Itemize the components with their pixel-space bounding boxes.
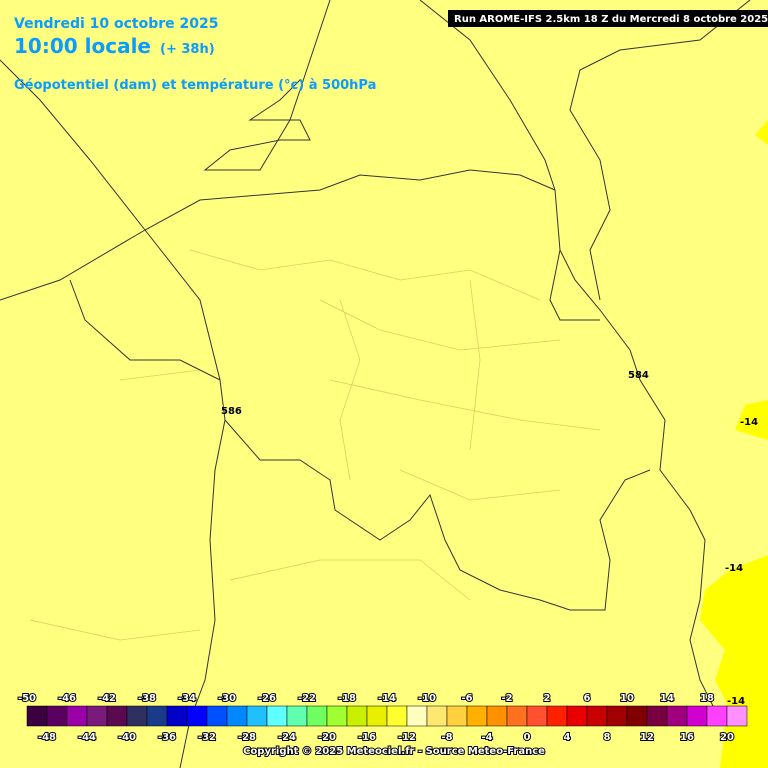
- copyright: Copyright © 2025 Meteociel.fr - Source M…: [243, 746, 545, 757]
- legend-label: 6: [584, 693, 591, 704]
- legend: -50 -46 -42 -38 -34 -30 -26 -22 -18 -14 -10 -6 -2 2 6 1…: [17, 692, 748, 744]
- legend-label: -12: [398, 732, 416, 743]
- legend-swatch: [406, 705, 428, 727]
- legend-swatch: [286, 705, 308, 727]
- legend-label: -32: [198, 732, 216, 743]
- legend-swatch: [686, 705, 708, 727]
- legend-label: 4: [564, 732, 571, 743]
- contour-label: -14: [725, 563, 743, 574]
- legend-swatch: [346, 705, 368, 727]
- contour-label: 584: [628, 370, 649, 381]
- warm-area: [755, 120, 768, 145]
- legend-label: 18: [700, 693, 714, 704]
- legend-label: -20: [318, 732, 336, 743]
- legend-label: -30: [218, 693, 236, 704]
- legend-label: -40: [118, 732, 136, 743]
- legend-label: -24: [278, 732, 296, 743]
- legend-label: 12: [640, 732, 654, 743]
- legend-label: -50: [18, 693, 36, 704]
- legend-swatch: [546, 705, 568, 727]
- legend-swatch: [206, 705, 228, 727]
- minor-border: [29, 249, 601, 641]
- legend-label: -4: [481, 732, 492, 743]
- legend-label: -22: [298, 693, 316, 704]
- legend-swatch: [26, 705, 48, 727]
- contour-label: -14: [740, 417, 758, 428]
- legend-swatch: [306, 705, 328, 727]
- legend-label: 10: [620, 693, 634, 704]
- date: Vendredi 10 octobre 2025: [14, 16, 219, 32]
- subtitle: Géopotentiel (dam) et température (°c) à…: [14, 78, 376, 93]
- legend-swatch: [706, 705, 728, 727]
- legend-swatch: [106, 705, 128, 727]
- border: [549, 0, 751, 321]
- legend-swatch: [146, 705, 168, 727]
- legend-label: -8: [441, 732, 452, 743]
- lead-time: (+ 38h): [160, 42, 215, 57]
- warm-area: [700, 555, 768, 768]
- legend-swatch: [446, 705, 468, 727]
- warm-area: [735, 400, 768, 440]
- legend-label: -44: [78, 732, 96, 743]
- legend-swatch: [606, 705, 628, 727]
- legend-swatch: [566, 705, 588, 727]
- contour-label: -14: [727, 696, 745, 707]
- legend-label: 8: [604, 732, 611, 743]
- legend-label: -26: [258, 693, 276, 704]
- legend-swatch: [726, 705, 748, 727]
- legend-label: 0: [524, 732, 531, 743]
- legend-swatch: [266, 705, 288, 727]
- legend-label: 20: [720, 732, 734, 743]
- legend-swatch: [526, 705, 548, 727]
- legend-swatch: [646, 705, 668, 727]
- legend-label: 16: [680, 732, 694, 743]
- legend-swatch: [626, 705, 648, 727]
- run-box: [448, 10, 768, 27]
- legend-swatch: [506, 705, 528, 727]
- legend-label: -36: [158, 732, 176, 743]
- legend-swatch: [226, 705, 248, 727]
- border: [203, 0, 331, 171]
- legend-swatch: [126, 705, 148, 727]
- legend-label: -10: [418, 693, 436, 704]
- legend-swatch: [386, 705, 408, 727]
- legend-label: 14: [660, 693, 674, 704]
- legend-label: -28: [238, 732, 256, 743]
- legend-label: -48: [38, 732, 56, 743]
- legend-swatch: [86, 705, 108, 727]
- contour-label: 586: [221, 406, 242, 417]
- legend-swatch: [186, 705, 208, 727]
- legend-label: -2: [501, 693, 512, 704]
- legend-swatch: [366, 705, 388, 727]
- legend-label: -6: [461, 693, 472, 704]
- legend-label: -18: [338, 693, 356, 704]
- legend-label: -46: [58, 693, 76, 704]
- legend-label: -16: [358, 732, 376, 743]
- legend-swatch: [166, 705, 188, 727]
- legend-swatch: [666, 705, 688, 727]
- border: [0, 169, 721, 721]
- border: [69, 279, 651, 611]
- legend-label: 2: [544, 693, 551, 704]
- legend-swatch: [246, 705, 268, 727]
- legend-swatch: [46, 705, 68, 727]
- legend-swatch: [486, 705, 508, 727]
- legend-swatch: [326, 705, 348, 727]
- legend-label: -14: [378, 693, 396, 704]
- legend-label: -34: [178, 693, 196, 704]
- run-info: Run AROME-IFS 2.5km 18 Z du Mercredi 8 o…: [454, 14, 768, 25]
- legend-label: -38: [138, 693, 156, 704]
- legend-swatch: [586, 705, 608, 727]
- legend-swatch: [426, 705, 448, 727]
- legend-swatch: [66, 705, 88, 727]
- legend-swatch: [466, 705, 488, 727]
- legend-label: -42: [98, 693, 116, 704]
- time: 10:00 locale: [14, 34, 151, 58]
